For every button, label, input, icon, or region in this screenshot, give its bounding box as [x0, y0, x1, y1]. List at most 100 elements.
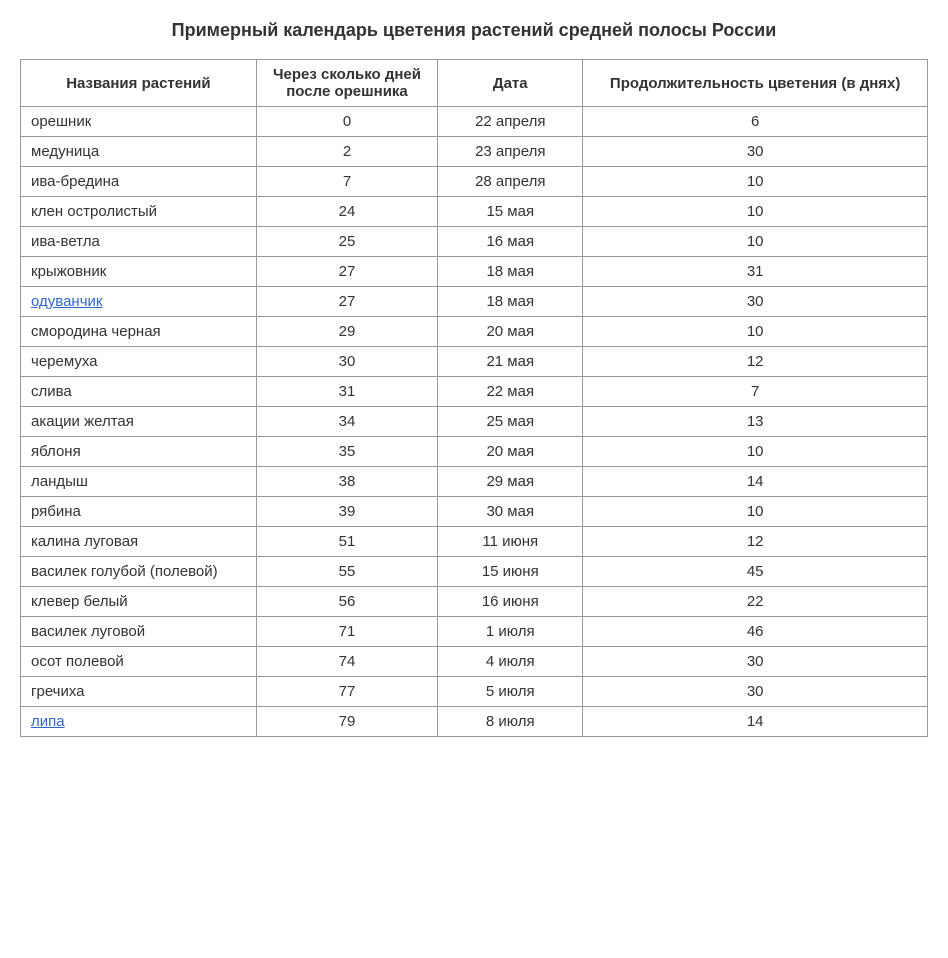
table-row: орешник022 апреля6 — [21, 107, 928, 137]
cell-duration: 7 — [583, 377, 928, 407]
cell-plant-name: яблоня — [21, 437, 257, 467]
cell-duration: 10 — [583, 227, 928, 257]
table-row: гречиха775 июля30 — [21, 677, 928, 707]
cell-date: 16 мая — [438, 227, 583, 257]
plant-link[interactable]: одуванчик — [31, 293, 102, 310]
table-row: ива-ветла2516 мая10 — [21, 227, 928, 257]
cell-date: 29 мая — [438, 467, 583, 497]
table-row: василек голубой (полевой)5515 июня45 — [21, 557, 928, 587]
cell-date: 25 мая — [438, 407, 583, 437]
cell-date: 1 июля — [438, 617, 583, 647]
table-row: липа798 июля14 — [21, 707, 928, 737]
cell-date: 18 мая — [438, 287, 583, 317]
cell-duration: 45 — [583, 557, 928, 587]
cell-plant-name: смородина черная — [21, 317, 257, 347]
cell-plant-name: гречиха — [21, 677, 257, 707]
cell-plant-name: василек луговой — [21, 617, 257, 647]
col-header-date: Дата — [438, 60, 583, 107]
cell-date: 8 июля — [438, 707, 583, 737]
cell-plant-name: слива — [21, 377, 257, 407]
cell-duration: 46 — [583, 617, 928, 647]
table-row: акации желтая3425 мая13 — [21, 407, 928, 437]
cell-date: 22 апреля — [438, 107, 583, 137]
cell-plant-name: ива-ветла — [21, 227, 257, 257]
cell-plant-name: орешник — [21, 107, 257, 137]
table-row: клен остролистый2415 мая10 — [21, 197, 928, 227]
cell-duration: 30 — [583, 647, 928, 677]
cell-plant-name: крыжовник — [21, 257, 257, 287]
table-row: черемуха3021 мая12 — [21, 347, 928, 377]
cell-days-after: 24 — [256, 197, 437, 227]
cell-plant-name: акации желтая — [21, 407, 257, 437]
cell-days-after: 35 — [256, 437, 437, 467]
cell-days-after: 2 — [256, 137, 437, 167]
cell-days-after: 31 — [256, 377, 437, 407]
cell-plant-name: рябина — [21, 497, 257, 527]
cell-duration: 6 — [583, 107, 928, 137]
cell-plant-name: черемуха — [21, 347, 257, 377]
cell-date: 20 мая — [438, 437, 583, 467]
cell-date: 21 мая — [438, 347, 583, 377]
cell-duration: 10 — [583, 437, 928, 467]
cell-date: 20 мая — [438, 317, 583, 347]
table-row: яблоня3520 мая10 — [21, 437, 928, 467]
cell-days-after: 56 — [256, 587, 437, 617]
table-row: василек луговой711 июля46 — [21, 617, 928, 647]
cell-days-after: 38 — [256, 467, 437, 497]
cell-days-after: 25 — [256, 227, 437, 257]
col-header-name: Названия растений — [21, 60, 257, 107]
table-row: ива-бредина728 апреля10 — [21, 167, 928, 197]
cell-duration: 31 — [583, 257, 928, 287]
table-row: слива3122 мая7 — [21, 377, 928, 407]
cell-days-after: 7 — [256, 167, 437, 197]
cell-date: 5 июля — [438, 677, 583, 707]
table-row: калина луговая5111 июня12 — [21, 527, 928, 557]
cell-plant-name: медуница — [21, 137, 257, 167]
cell-days-after: 74 — [256, 647, 437, 677]
cell-days-after: 79 — [256, 707, 437, 737]
cell-days-after: 0 — [256, 107, 437, 137]
cell-date: 15 мая — [438, 197, 583, 227]
cell-duration: 12 — [583, 527, 928, 557]
cell-plant-name: ива-бредина — [21, 167, 257, 197]
cell-date: 23 апреля — [438, 137, 583, 167]
cell-duration: 10 — [583, 167, 928, 197]
cell-duration: 10 — [583, 317, 928, 347]
table-row: ландыш3829 мая14 — [21, 467, 928, 497]
cell-duration: 10 — [583, 497, 928, 527]
cell-duration: 30 — [583, 677, 928, 707]
cell-plant-name: осот полевой — [21, 647, 257, 677]
cell-days-after: 77 — [256, 677, 437, 707]
cell-date: 15 июня — [438, 557, 583, 587]
cell-plant-name: клен остролистый — [21, 197, 257, 227]
cell-duration: 22 — [583, 587, 928, 617]
cell-days-after: 27 — [256, 257, 437, 287]
cell-duration: 10 — [583, 197, 928, 227]
cell-duration: 12 — [583, 347, 928, 377]
cell-date: 22 мая — [438, 377, 583, 407]
cell-days-after: 29 — [256, 317, 437, 347]
cell-plant-name: ландыш — [21, 467, 257, 497]
table-row: медуница223 апреля30 — [21, 137, 928, 167]
cell-date: 16 июня — [438, 587, 583, 617]
cell-days-after: 30 — [256, 347, 437, 377]
cell-plant-name: клевер белый — [21, 587, 257, 617]
col-header-duration: Продолжительность цветения (в днях) — [583, 60, 928, 107]
cell-duration: 30 — [583, 287, 928, 317]
cell-days-after: 39 — [256, 497, 437, 527]
cell-date: 30 мая — [438, 497, 583, 527]
cell-duration: 30 — [583, 137, 928, 167]
cell-plant-name: липа — [21, 707, 257, 737]
cell-date: 11 июня — [438, 527, 583, 557]
table-row: смородина черная2920 мая10 — [21, 317, 928, 347]
table-row: рябина3930 мая10 — [21, 497, 928, 527]
cell-date: 18 мая — [438, 257, 583, 287]
cell-duration: 13 — [583, 407, 928, 437]
cell-days-after: 27 — [256, 287, 437, 317]
cell-date: 4 июля — [438, 647, 583, 677]
cell-days-after: 34 — [256, 407, 437, 437]
plant-link[interactable]: липа — [31, 713, 65, 730]
table-row: клевер белый5616 июня22 — [21, 587, 928, 617]
cell-date: 28 апреля — [438, 167, 583, 197]
table-header-row: Названия растений Через сколько дней пос… — [21, 60, 928, 107]
